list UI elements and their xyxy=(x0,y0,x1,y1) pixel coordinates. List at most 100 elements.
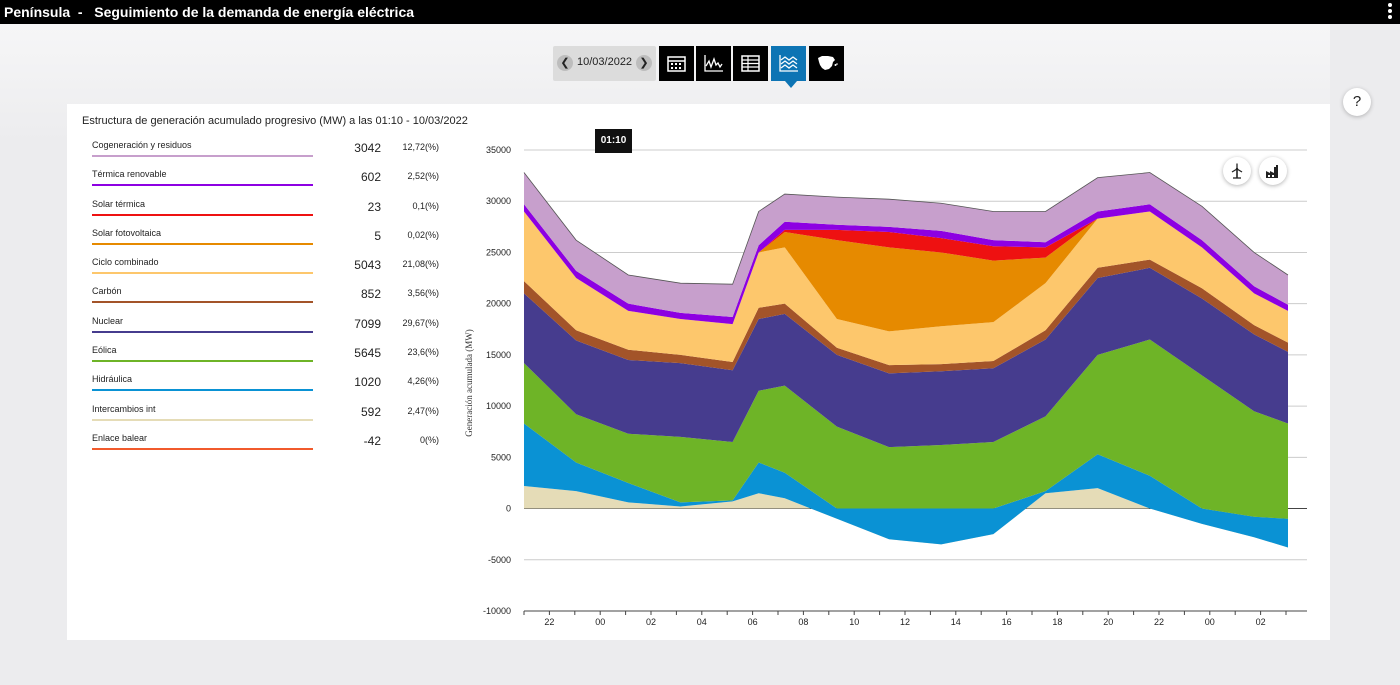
y-tick-label: 10000 xyxy=(486,401,511,411)
legend-percent: 2,52(%) xyxy=(407,171,439,182)
stacked-area-view-button[interactable] xyxy=(771,46,806,81)
wind-turbine-icon xyxy=(1231,163,1243,179)
series-area xyxy=(524,172,1288,317)
help-label: ? xyxy=(1352,93,1362,110)
legend-value: 23 xyxy=(367,199,381,214)
x-tick-label: 10 xyxy=(849,617,859,627)
legend-item[interactable]: Hidráulica 1020 4,26(%) xyxy=(92,370,452,399)
date-value[interactable]: 10/03/2022 xyxy=(577,56,633,68)
series-area xyxy=(524,211,1288,332)
chevron-right-icon[interactable]: ❯ xyxy=(636,55,652,71)
legend-name: Intercambios int xyxy=(92,403,156,414)
x-tick-label: 20 xyxy=(1103,617,1113,627)
legend-percent: 29,67(%) xyxy=(402,317,439,328)
legend-percent: 0,1(%) xyxy=(412,200,439,211)
legend-percent: 0(%) xyxy=(419,434,439,445)
calendar-view-button[interactable] xyxy=(659,46,694,81)
line-chart-view-button[interactable] xyxy=(696,46,731,81)
legend-name: Solar térmica xyxy=(92,198,146,209)
x-tick-label: 00 xyxy=(1205,617,1215,627)
legend-name: Carbón xyxy=(92,286,122,297)
legend-item[interactable]: Eólica 5645 23,6(%) xyxy=(92,341,452,370)
y-tick-label: 5000 xyxy=(491,452,511,462)
legend-name: Eólica xyxy=(92,345,117,356)
legend-color-line xyxy=(92,360,313,363)
x-tick-label: 02 xyxy=(646,617,656,627)
legend-color-line xyxy=(92,418,313,421)
legend-value: 5 xyxy=(374,228,381,243)
series-area xyxy=(524,211,1288,325)
legend-value: -42 xyxy=(363,433,381,448)
legend-percent: 0,02(%) xyxy=(407,229,439,240)
legend-item[interactable]: Solar térmica 23 0,1(%) xyxy=(92,195,452,224)
x-tick-label: 00 xyxy=(595,617,605,627)
y-tick-label: 30000 xyxy=(486,196,511,206)
legend-name: Térmica renovable xyxy=(92,169,167,180)
series-area xyxy=(524,423,1288,548)
series-area xyxy=(524,267,1288,448)
legend-item[interactable]: Intercambios int 592 2,47(%) xyxy=(92,400,452,429)
legend-name: Enlace balear xyxy=(92,432,148,443)
legend-percent: 4,26(%) xyxy=(407,376,439,387)
legend-percent: 3,56(%) xyxy=(407,288,439,299)
legend-item[interactable]: Nuclear 7099 29,67(%) xyxy=(92,312,452,341)
legend-item[interactable]: Térmica renovable 602 2,52(%) xyxy=(92,165,452,194)
x-tick-label: 02 xyxy=(1256,617,1266,627)
x-tick-label: 22 xyxy=(544,617,554,627)
page-title: Península - Seguimiento de la demanda de… xyxy=(4,4,415,20)
x-tick-label: 12 xyxy=(900,617,910,627)
renewable-filter-button[interactable] xyxy=(1223,157,1251,185)
help-button[interactable]: ? xyxy=(1343,88,1371,116)
legend-color-line xyxy=(92,447,313,450)
legend-color-line xyxy=(92,389,313,392)
legend-value: 852 xyxy=(360,287,381,302)
legend-item[interactable]: Cogeneración y residuos 3042 12,72(%) xyxy=(92,136,452,165)
line-chart-icon xyxy=(704,55,723,72)
legend-color-line xyxy=(92,301,313,304)
legend-color-line xyxy=(92,213,313,216)
legend-color-line xyxy=(92,184,313,187)
y-tick-label: 25000 xyxy=(486,247,511,257)
x-tick-label: 14 xyxy=(951,617,961,627)
map-view-button[interactable] xyxy=(809,46,844,81)
stacked-area-chart[interactable]: -10000 -5000 0 5000 10000 15000 20000 25000 3000… xyxy=(462,128,1312,633)
chevron-left-icon[interactable]: ❮ xyxy=(557,55,573,71)
legend-name: Ciclo combinado xyxy=(92,257,159,268)
non-renewable-filter-button[interactable] xyxy=(1259,157,1287,185)
legend-item[interactable]: Solar fotovoltaica 5 0,02(%) xyxy=(92,224,452,253)
series-area xyxy=(524,204,1288,325)
date-selector: ❮ 10/03/2022 ❯ xyxy=(553,46,656,81)
table-icon xyxy=(741,55,760,72)
series-area xyxy=(524,211,1288,366)
legend-name: Cogeneración y residuos xyxy=(92,140,192,150)
legend-color-line xyxy=(92,242,313,245)
stacked-area-icon xyxy=(779,55,798,72)
legend-value: 3042 xyxy=(354,141,381,155)
legend-value: 1020 xyxy=(354,375,381,390)
legend-percent: 23,6(%) xyxy=(407,347,439,358)
legend-value: 602 xyxy=(360,170,381,185)
header-bar: Península - Seguimiento de la demanda de… xyxy=(0,0,1400,24)
more-vertical-icon[interactable] xyxy=(1388,3,1394,21)
legend-value: 5043 xyxy=(354,258,381,273)
legend-item[interactable]: Enlace balear -42 0(%) xyxy=(92,429,452,458)
panel-title: Estructura de generación acumulado progr… xyxy=(82,115,468,127)
y-tick-label: 15000 xyxy=(486,350,511,360)
y-tick-label: -5000 xyxy=(488,555,511,565)
y-tick-label: -10000 xyxy=(483,606,511,616)
legend-color-line xyxy=(92,272,313,275)
y-tick-label: 20000 xyxy=(486,299,511,309)
legend: Cogeneración y residuos 3042 12,72(%) Térmi… xyxy=(92,136,452,458)
y-axis-label: Generación acumulada (MW) xyxy=(464,329,474,436)
legend-name: Hidráulica xyxy=(92,374,133,385)
legend-color-line xyxy=(92,155,313,157)
legend-color-line xyxy=(92,330,313,333)
legend-name: Solar fotovoltaica xyxy=(92,227,162,238)
legend-name: Nuclear xyxy=(92,315,124,326)
table-view-button[interactable] xyxy=(733,46,768,81)
legend-item[interactable]: Ciclo combinado 5043 21,08(%) xyxy=(92,253,452,282)
legend-percent: 21,08(%) xyxy=(402,259,439,270)
x-tick-label: 06 xyxy=(748,617,758,627)
legend-item[interactable]: Carbón 852 3,56(%) xyxy=(92,282,452,311)
x-tick-label: 18 xyxy=(1052,617,1062,627)
